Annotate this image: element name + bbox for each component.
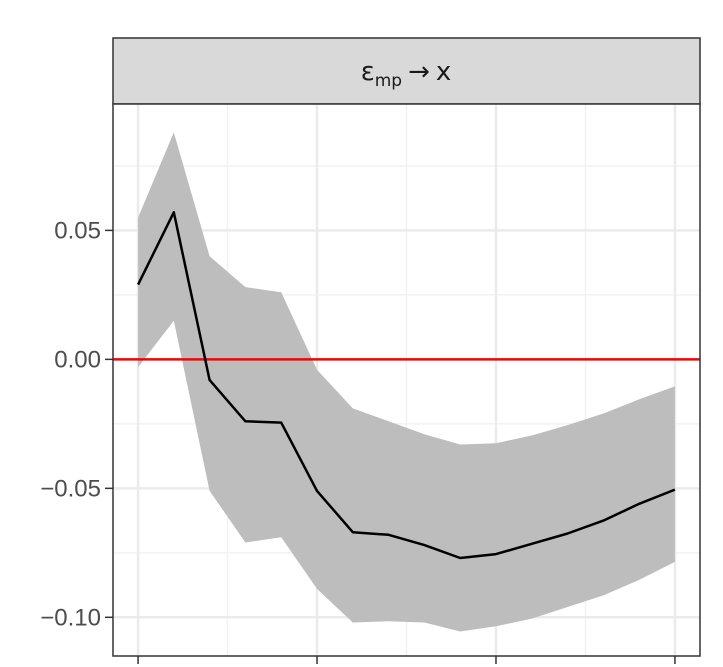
facet-strip-background [112,37,701,105]
strip-symbol: ε [361,57,375,87]
y-tick-label: 0.05 [54,217,101,244]
y-tick-label: −0.05 [40,475,101,502]
facet-strip-label: εmp → x [361,57,452,91]
y-axis: 0.05 0.00 −0.05 −0.10 [40,217,113,631]
y-tick-label: 0.00 [54,346,101,373]
plot-panel-border [112,103,701,657]
facet-strip: εmp → x [112,37,701,105]
impulse-response-line [136,211,676,560]
strip-subscript: mp [375,71,402,91]
y-tick-label: −0.10 [40,604,101,631]
strip-target: x [436,57,451,87]
confidence-band [138,132,675,632]
plot-panel [112,103,701,657]
x-axis [137,656,676,664]
strip-arrow: → [408,57,430,87]
